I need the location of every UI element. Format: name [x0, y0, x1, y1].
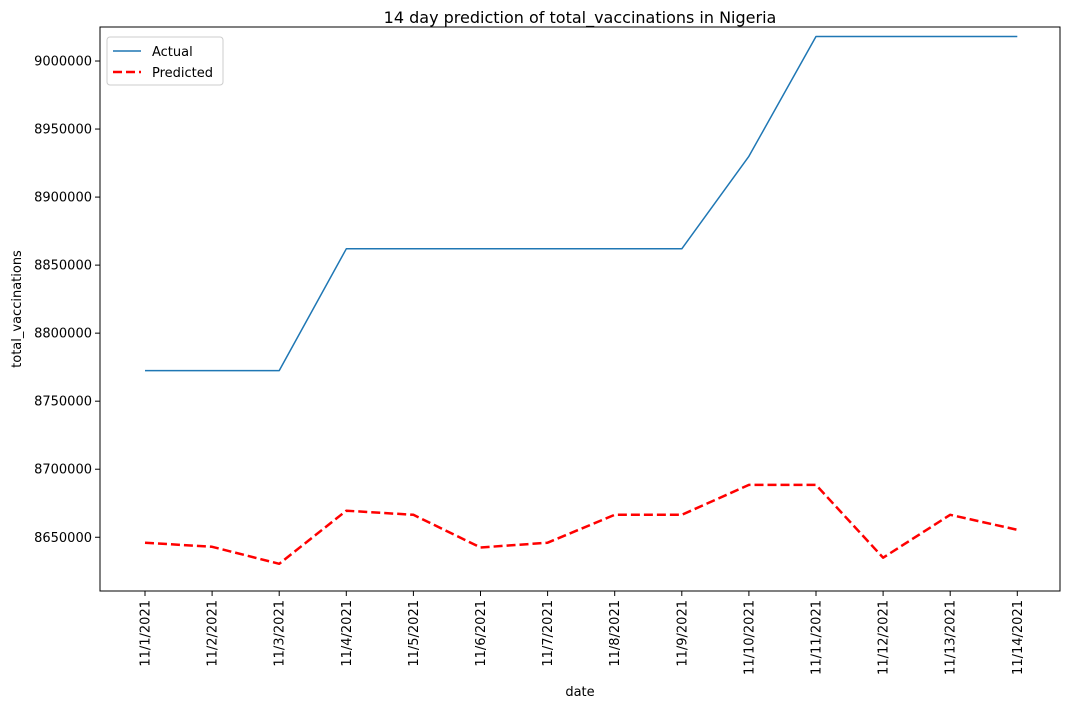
y-tick-label: 8750000	[34, 395, 92, 410]
y-axis-label: total_vaccinations	[10, 250, 25, 368]
y-tick-label: 8700000	[34, 463, 92, 478]
legend-box	[106, 36, 224, 86]
x-tick-label: 11/11/2021	[810, 600, 825, 675]
y-tick-label: 9000000	[34, 55, 92, 70]
y-tick-label: 8850000	[34, 259, 92, 274]
x-axis: 11/1/2021 11/2/2021 11/3/2021 11/4/2021 11/5…	[139, 591, 1026, 675]
x-tick-label: 11/10/2021	[742, 600, 757, 675]
series-layer	[144, 35, 1018, 566]
y-tick-label: 8900000	[34, 191, 92, 206]
x-tick-label: 11/13/2021	[944, 600, 959, 675]
x-tick-label: 11/6/2021	[474, 600, 489, 667]
series-line-predicted	[144, 483, 1018, 566]
y-tick-label: 8650000	[34, 531, 92, 546]
x-tick-label: 11/3/2021	[273, 600, 288, 667]
x-tick-label: 11/14/2021	[1011, 600, 1026, 675]
x-tick-label: 11/12/2021	[877, 600, 892, 675]
x-tick-label: 11/8/2021	[608, 600, 623, 667]
chart-title: 14 day prediction of total_vaccinations …	[384, 8, 777, 28]
x-tick-label: 11/2/2021	[206, 600, 221, 667]
x-tick-label: 11/4/2021	[340, 600, 355, 667]
x-tick-label: 11/1/2021	[139, 600, 154, 667]
x-tick-label: 11/5/2021	[407, 600, 422, 667]
legend-label-predicted: Predicted	[152, 66, 213, 81]
y-tick-label: 8800000	[34, 327, 92, 342]
x-tick-label: 11/7/2021	[541, 600, 556, 667]
series-line-actual	[145, 35, 1018, 372]
legend: Actual Predicted	[106, 36, 224, 86]
legend-label-actual: Actual	[152, 45, 193, 60]
x-tick-label: 11/9/2021	[675, 600, 690, 667]
y-axis: 8650000 8700000 8750000 8800000 8850000 89000…	[34, 55, 100, 546]
x-axis-label: date	[565, 685, 594, 700]
plot-frame	[99, 26, 1061, 592]
y-tick-label: 8950000	[34, 123, 92, 138]
